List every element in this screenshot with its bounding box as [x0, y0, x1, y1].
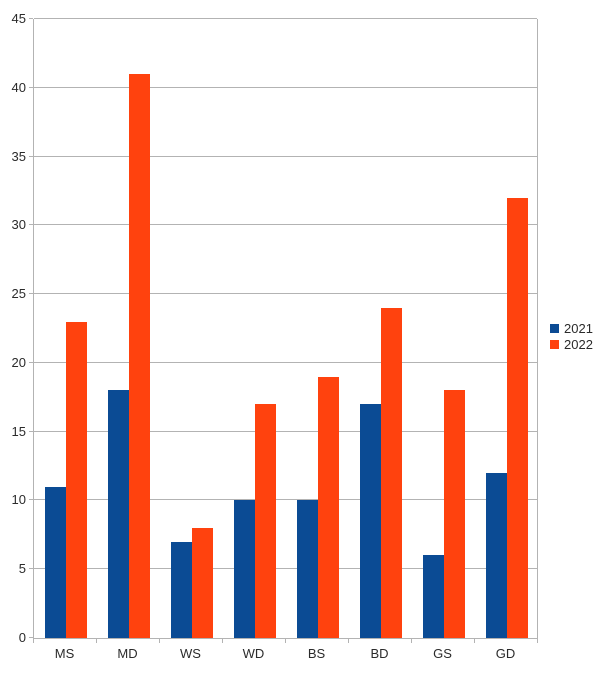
legend-swatch-2021	[550, 323, 559, 333]
y-axis-label: 40	[11, 79, 26, 95]
bar-2022-MS	[65, 321, 87, 638]
bar-2022-BS	[317, 376, 339, 638]
gridline	[34, 155, 537, 157]
gridline	[34, 86, 537, 88]
y-axis-label: 10	[11, 492, 26, 508]
bar-2021-BD	[359, 404, 381, 638]
y-axis-tick	[29, 18, 33, 19]
gridline	[34, 568, 537, 570]
gridline	[34, 499, 537, 501]
x-axis-label: WD	[242, 646, 265, 661]
y-axis-label: 15	[11, 423, 26, 439]
x-axis-tick	[222, 639, 223, 643]
plot-area	[33, 18, 538, 639]
x-axis-label: BS	[307, 646, 326, 661]
y-axis-tick	[29, 361, 33, 363]
y-axis-label: 35	[11, 148, 26, 164]
y-axis-label: 30	[11, 217, 26, 233]
y-axis-tick	[29, 499, 33, 501]
y-axis-tick	[29, 86, 33, 88]
bar-2022-WD	[254, 404, 276, 638]
x-axis-label: BD	[370, 646, 389, 661]
bar-2022-GS	[443, 390, 465, 638]
bar-2022-BD	[380, 307, 402, 638]
y-axis-tick	[29, 430, 33, 432]
bar-2021-BS	[296, 500, 318, 638]
bar-2021-GD	[485, 472, 507, 638]
legend-swatch-2022	[550, 339, 559, 349]
bar-2022-WS	[191, 527, 213, 638]
gridline	[34, 224, 537, 226]
y-axis-label: 5	[18, 561, 26, 577]
y-axis-label: 20	[11, 354, 26, 370]
legend: 2021 2022	[550, 320, 593, 352]
y-axis-label: 0	[18, 630, 26, 645]
bar-2021-WS	[170, 541, 192, 638]
y-axis-tick	[29, 224, 33, 226]
y-axis-tick	[29, 568, 33, 570]
gridline	[34, 18, 537, 19]
gridline	[34, 361, 537, 363]
bar-2022-GD	[506, 197, 528, 638]
x-axis-tick	[159, 639, 160, 643]
bar-2021-WD	[233, 500, 255, 638]
x-axis-tick	[33, 639, 34, 643]
y-axis-tick	[29, 637, 33, 638]
x-axis-tick	[474, 639, 475, 643]
y-axis-tick	[29, 293, 33, 295]
legend-label: 2022	[564, 336, 593, 352]
x-axis-label: MS	[54, 646, 75, 661]
gridline	[34, 430, 537, 432]
bar-2021-GS	[422, 555, 444, 638]
x-axis-label: GS	[433, 646, 452, 661]
x-axis-tick	[285, 639, 286, 643]
y-axis-label: 45	[11, 11, 26, 26]
x-axis-label: GD	[495, 646, 516, 661]
x-axis-label: MD	[117, 646, 138, 661]
x-axis-label: WS	[180, 646, 201, 661]
x-axis-tick	[96, 639, 97, 643]
legend-item-2022: 2022	[550, 336, 593, 352]
gridline	[34, 293, 537, 295]
x-axis-tick	[537, 639, 538, 643]
bar-2021-MD	[107, 390, 129, 638]
bar-2021-MS	[44, 486, 66, 638]
x-axis-tick	[411, 639, 412, 643]
bar-2022-MD	[128, 74, 150, 638]
y-axis-tick	[29, 155, 33, 157]
legend-item-2021: 2021	[550, 320, 593, 336]
y-axis-label: 25	[11, 286, 26, 302]
x-axis-tick	[348, 639, 349, 643]
legend-label: 2021	[564, 320, 593, 336]
